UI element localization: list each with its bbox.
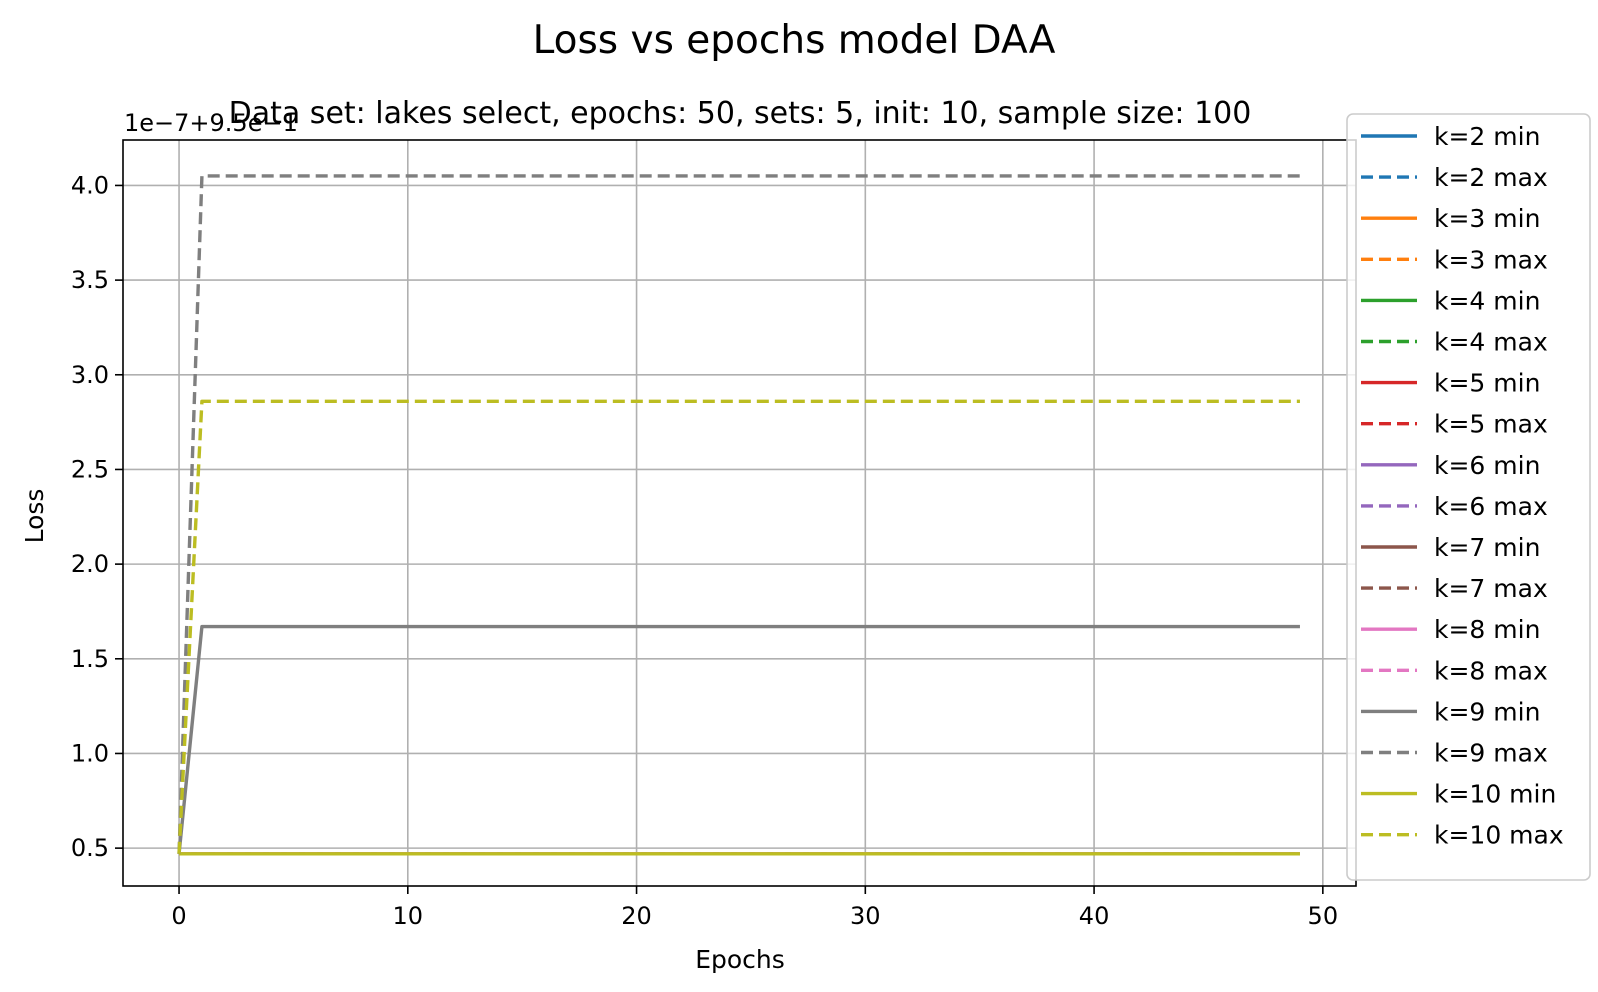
legend-label: k=4 max — [1434, 328, 1548, 357]
y-offset-text: 1e−7+9.5e−1 — [124, 109, 298, 137]
legend-label: k=9 max — [1434, 739, 1548, 768]
legend-box — [1346, 113, 1591, 881]
y-tick-label: 0.5 — [71, 834, 109, 862]
legend-label: k=5 min — [1434, 369, 1540, 398]
x-tick-label: 30 — [850, 902, 881, 930]
y-tick-label: 2.5 — [71, 455, 109, 483]
x-tick-label: 20 — [621, 902, 652, 930]
legend-label: k=3 max — [1434, 245, 1548, 274]
legend-label: k=6 max — [1434, 492, 1548, 521]
grid-layer — [123, 140, 1356, 886]
legend-label: k=8 max — [1434, 656, 1548, 685]
y-tick-label: 3.5 — [71, 266, 109, 294]
lines-layer — [177, 174, 1300, 856]
plot-frame — [122, 139, 1357, 887]
y-tick-label: 3.0 — [71, 361, 109, 389]
ticks-layer: 0 10 20 30 40 50 0.5 1.0 1.5 2.0 2.5 3.0 3.5 4.0 — [71, 171, 1338, 930]
x-tick-label: 0 — [171, 902, 186, 930]
y-tick-label: 1.0 — [71, 739, 109, 767]
legend-label: k=10 min — [1434, 780, 1556, 809]
x-axis-label: Epochs — [695, 945, 785, 974]
legend-label: k=7 min — [1434, 533, 1540, 562]
legend-label: k=8 min — [1434, 615, 1540, 644]
series-line-k-9-max — [177, 174, 1300, 854]
legend-label: k=3 min — [1434, 204, 1540, 233]
x-tick-label: 10 — [393, 902, 424, 930]
legend-label: k=5 max — [1434, 410, 1548, 439]
legend-label: k=9 min — [1434, 697, 1540, 726]
chart-suptitle: Loss vs epochs model DAA — [533, 18, 1056, 63]
y-tick-label: 4.0 — [71, 171, 109, 199]
legend-label: k=7 max — [1434, 574, 1548, 603]
legend-label: k=6 min — [1434, 451, 1540, 480]
legend-label: k=10 max — [1434, 821, 1564, 850]
legend-label: k=2 min — [1434, 122, 1540, 151]
y-axis-label: Loss — [20, 489, 49, 544]
series-line-k-9-min — [177, 624, 1300, 854]
legend-label: k=4 min — [1434, 286, 1540, 315]
y-tick-label: 1.5 — [71, 645, 109, 673]
legend-label: k=2 max — [1434, 163, 1548, 192]
y-tick-label: 2.0 — [71, 550, 109, 578]
legend: k=2 min k=2 max k=3 min k=3 max k=4 min k=4 m… — [1346, 113, 1591, 881]
chart-title: Data set: lakes select, epochs: 50, sets… — [229, 96, 1252, 131]
series-line-k-10-max — [177, 399, 1300, 854]
x-tick-label: 40 — [1079, 902, 1110, 930]
x-tick-label: 50 — [1308, 902, 1339, 930]
